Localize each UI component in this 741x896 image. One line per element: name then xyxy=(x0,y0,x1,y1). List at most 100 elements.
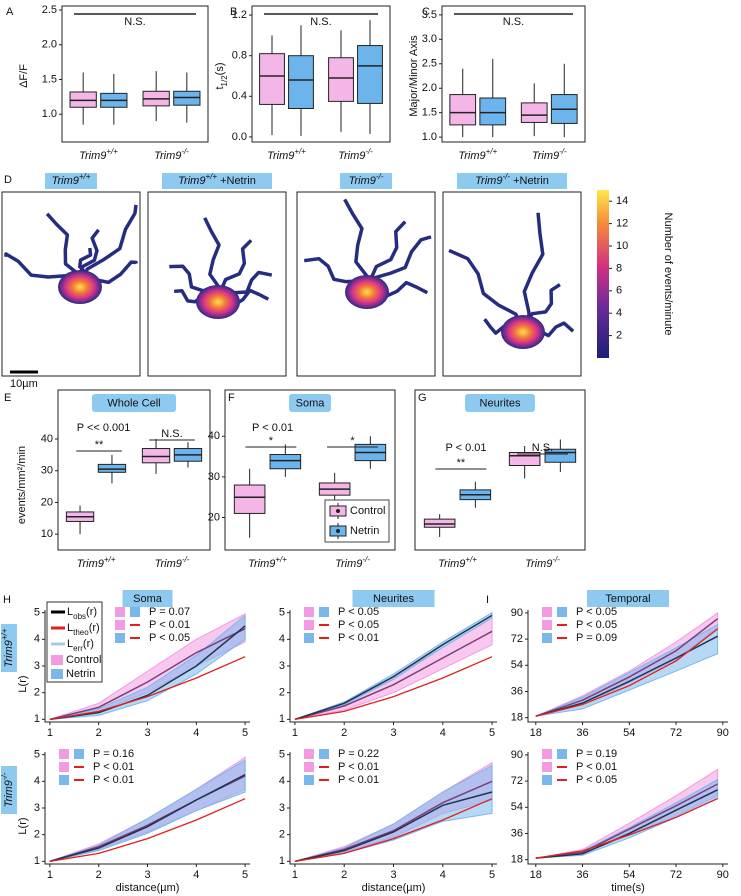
panel-letter: G xyxy=(418,392,427,404)
box xyxy=(259,53,285,105)
error-band xyxy=(49,759,246,862)
x-tick-label: Trim9-/- xyxy=(335,555,370,570)
y-tick-label: 3 xyxy=(34,660,40,672)
box xyxy=(449,94,477,126)
x-tick-label-name: Trim9 xyxy=(438,558,465,570)
line xyxy=(49,627,246,721)
neurite-tip xyxy=(344,199,354,215)
p-value: P < 0.05 xyxy=(576,619,617,631)
plot-frame xyxy=(414,389,586,551)
neurite-tip xyxy=(420,236,432,241)
x-tick-label: 1 xyxy=(292,869,298,881)
legend-label-sub: theo xyxy=(73,628,89,637)
p-icon xyxy=(59,775,69,785)
y-tick-label: 2 xyxy=(34,829,40,841)
theory-line xyxy=(535,628,719,717)
panel-letter: D xyxy=(4,174,12,186)
line xyxy=(294,791,493,863)
x-tick-label-sup: -/- xyxy=(552,555,560,564)
annotation: N.S. xyxy=(310,16,331,28)
x-tick-label-sup: -/- xyxy=(362,555,370,564)
subtitle-box xyxy=(465,394,535,412)
annotation: N.S. xyxy=(532,442,553,454)
x-tick-label: Trim9+/+ xyxy=(79,147,118,162)
x-tick-label: 18 xyxy=(530,727,542,739)
colorbar-tick-label: 8 xyxy=(616,262,622,274)
y-tick-label: 5 xyxy=(279,607,285,619)
legend-label: Lerr(r) xyxy=(67,638,94,653)
plot-frame xyxy=(57,389,211,551)
y-tick-label: 3 xyxy=(34,802,40,814)
p-icon xyxy=(557,749,567,759)
annotation: N.S. xyxy=(503,16,524,28)
y-axis-label: L(r) xyxy=(17,817,29,834)
p-icon xyxy=(74,749,84,759)
p-value: P = 0.09 xyxy=(576,632,617,644)
neurite-tip xyxy=(174,289,182,293)
neurite-tip xyxy=(46,213,58,226)
neurite-tip xyxy=(91,229,100,239)
legend-label-base: L xyxy=(67,606,73,618)
legend-label-sub: err xyxy=(73,644,83,653)
x-tick-label-name: Trim9 xyxy=(77,558,104,570)
p-value: P < 0.05 xyxy=(149,632,190,644)
y-tick-label: 54 xyxy=(511,659,523,671)
soma xyxy=(196,285,240,319)
legend-swatch xyxy=(51,655,63,665)
colorbar-tick-label: 6 xyxy=(616,285,622,297)
y-tick-label: 36 xyxy=(511,827,523,839)
x-tick-label: 2 xyxy=(96,727,102,739)
legend-box xyxy=(46,601,103,683)
y-tick-label: 0.4 xyxy=(232,90,247,102)
x-tick-label-name: Trim9 xyxy=(525,558,552,570)
box xyxy=(479,97,507,126)
colorbar-tick-label: 14 xyxy=(616,195,628,207)
image-title: Trim9-/- xyxy=(349,172,384,187)
error-band xyxy=(49,614,246,720)
y-tick-label: 2 xyxy=(279,829,285,841)
neurite-tip xyxy=(395,221,406,233)
error-band xyxy=(535,768,719,859)
y-axis-label: ΔF/F xyxy=(18,64,30,88)
x-tick-label: 2 xyxy=(341,869,347,881)
x-tick-label: 5 xyxy=(489,727,495,739)
y-tick-label: 0.8 xyxy=(232,50,247,62)
row-label-name: Trim9 xyxy=(3,780,15,807)
x-tick-label: 54 xyxy=(623,869,635,881)
y-tick-label: 3.0 xyxy=(422,33,437,45)
x-tick-label-sup: +/+ xyxy=(465,555,477,564)
subtitle-box xyxy=(289,394,331,412)
y-axis-label: L(r) xyxy=(17,675,29,692)
x-tick-label-sup: +/+ xyxy=(275,555,287,564)
axes xyxy=(44,610,250,723)
p-icon xyxy=(304,633,314,643)
y-tick-label: 30 xyxy=(41,465,53,477)
image-title-box xyxy=(457,173,567,189)
p-value: P < 0.01 xyxy=(338,632,379,644)
theory-line xyxy=(294,798,493,862)
x-tick-label: 3 xyxy=(390,869,396,881)
neurite-tip xyxy=(484,318,491,328)
y-axis-label-suffix: (s) xyxy=(214,62,226,75)
p-value: P = 0.19 xyxy=(576,748,617,760)
colorbar-tick-label: 2 xyxy=(616,330,622,342)
row-label-box xyxy=(1,766,17,814)
image-title-sup: -/- xyxy=(376,172,384,181)
row-label-sup: +/+ xyxy=(0,628,9,640)
p-icon xyxy=(319,749,329,759)
y-tick-label: 40 xyxy=(208,430,220,442)
colorbar-tick-label: 12 xyxy=(616,218,628,230)
y-tick-label: 2.0 xyxy=(422,82,437,94)
y-tick-label: 10 xyxy=(41,528,53,540)
p-icon xyxy=(59,749,69,759)
neurite-tip xyxy=(550,284,561,291)
y-tick-label: 1 xyxy=(279,855,285,867)
y-tick-label: 1 xyxy=(34,713,40,725)
y-tick-label: 1.0 xyxy=(422,131,437,143)
neurite-tip xyxy=(563,322,574,332)
x-tick-label: 36 xyxy=(576,727,588,739)
neurite-tip xyxy=(134,204,137,214)
image-title: Trim9+/+ +Netrin xyxy=(178,172,256,187)
box xyxy=(357,45,383,104)
x-tick-label: 3 xyxy=(144,727,150,739)
